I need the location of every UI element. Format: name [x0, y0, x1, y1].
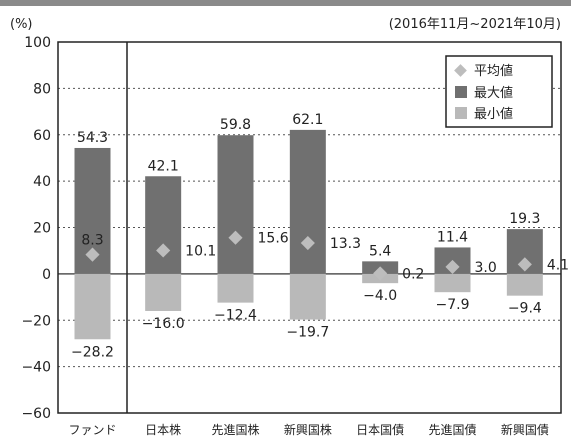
bar-min: [145, 273, 182, 311]
average-value-label: 8.3: [81, 233, 103, 249]
legend-label-max: 最大値: [474, 85, 513, 101]
average-marker: [517, 257, 532, 272]
bar-max: [145, 176, 182, 274]
bar-min: [217, 273, 254, 303]
category-label: 新興国株: [284, 422, 332, 437]
min-value-label: −19.7: [286, 325, 329, 341]
average-value-label: 15.6: [258, 231, 289, 247]
y-tick-label: 100: [24, 35, 51, 51]
bar-min: [434, 273, 471, 293]
average-value-label: 10.1: [185, 243, 216, 259]
y-tick-label: 80: [33, 81, 51, 97]
category-label: 先進国債: [428, 422, 476, 437]
category-label: ファンド: [68, 423, 116, 437]
max-value-label: 42.1: [148, 158, 179, 174]
max-value-label: 19.3: [509, 211, 540, 227]
min-value-label: −9.4: [508, 301, 542, 317]
min-value-label: −4.0: [363, 288, 397, 304]
max-value-label: 54.3: [77, 130, 108, 146]
y-tick-label: −40: [21, 360, 51, 376]
category-label: 新興国債: [501, 422, 549, 437]
legend-label-average: 平均値: [474, 63, 513, 79]
plot-frame: [57, 41, 562, 414]
average-marker: [445, 259, 460, 274]
max-value-label: 62.1: [292, 112, 323, 128]
category-label: 先進国株: [211, 422, 259, 437]
max-value-label: 59.8: [220, 117, 251, 133]
bar-max: [289, 129, 326, 274]
y-tick-label: 40: [33, 174, 51, 190]
y-unit-label: (%): [10, 17, 33, 32]
average-value-label: 3.0: [475, 260, 497, 276]
legend: 平均値 最大値 最小値: [445, 55, 553, 128]
category-label: 日本国債: [356, 422, 404, 437]
plot-area: 100 80 60 40 20 0 −20 −40 −60 54.3 −28.2 8.3 42.1 −16…: [21, 35, 569, 437]
min-value-label: −12.4: [214, 308, 257, 324]
bar-min: [289, 273, 326, 320]
period-label: (2016年11月~2021年10月): [389, 17, 561, 32]
legend-swatch-min: [455, 107, 467, 119]
bar-min: [74, 273, 111, 340]
bar-min: [506, 273, 543, 296]
average-marker: [373, 266, 388, 281]
average-marker: [300, 235, 315, 251]
average-value-label: 4.1: [547, 257, 569, 273]
min-value-label: −7.9: [436, 297, 470, 313]
y-tick-label: −20: [21, 313, 51, 329]
max-value-label: 11.4: [437, 229, 468, 245]
y-tick-label: −60: [21, 406, 51, 422]
y-tick-label: 0: [42, 267, 51, 283]
legend-marker-average: [454, 64, 467, 77]
average-value-label: 13.3: [330, 236, 361, 252]
average-marker: [228, 230, 243, 245]
min-value-label: −16.0: [142, 316, 185, 332]
category-label: 日本株: [145, 422, 181, 437]
y-tick-label: 20: [33, 221, 51, 237]
legend-label-min: 最小値: [474, 106, 513, 122]
legend-swatch-max: [455, 86, 467, 98]
average-marker: [156, 243, 171, 258]
max-value-label: 5.4: [369, 243, 391, 259]
min-value-label: −28.2: [71, 344, 114, 360]
y-tick-label: 60: [33, 128, 51, 144]
average-value-label: 0.2: [402, 266, 424, 282]
bar-max: [217, 135, 254, 274]
